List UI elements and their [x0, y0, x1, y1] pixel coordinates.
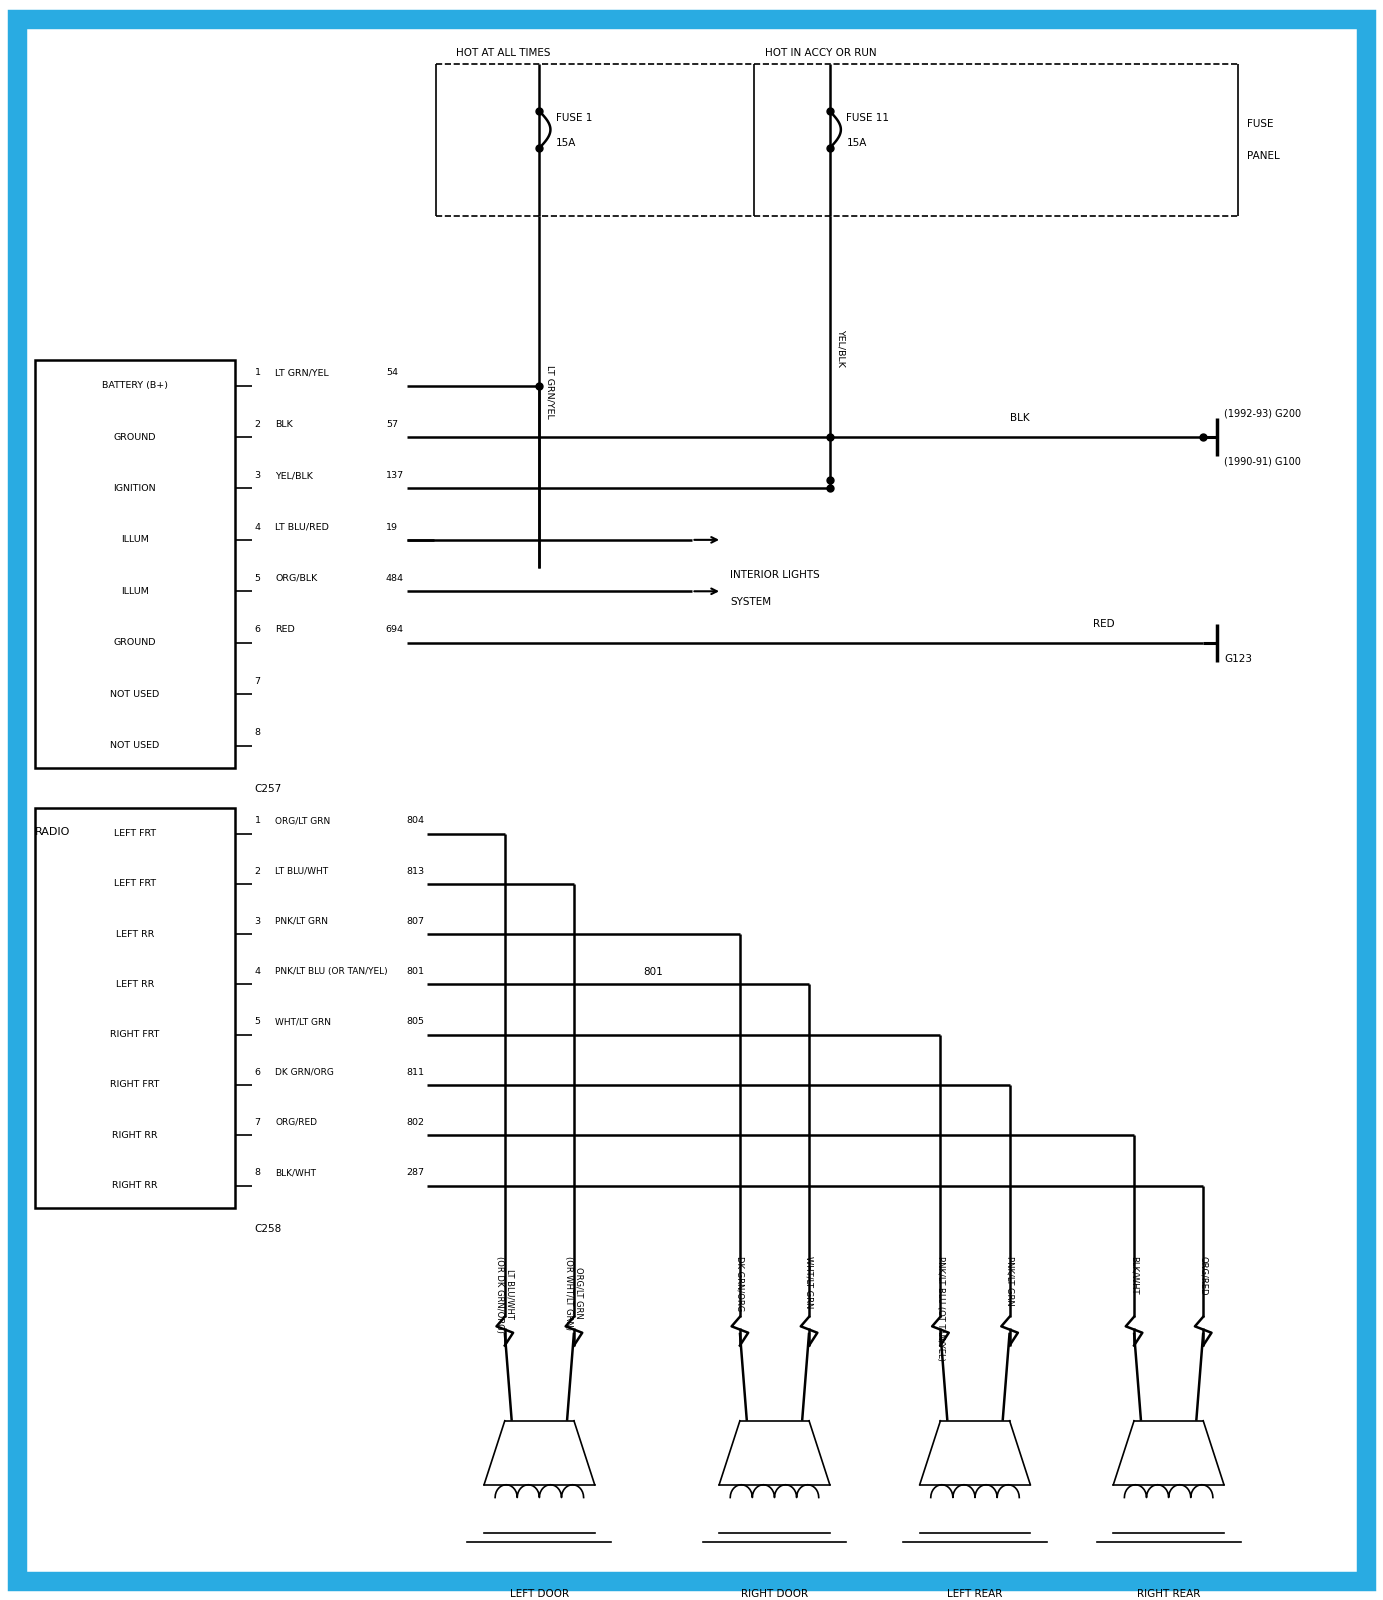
Text: 802: 802	[407, 1118, 425, 1126]
Text: RIGHT REAR: RIGHT REAR	[1137, 1589, 1200, 1598]
Text: NOT USED: NOT USED	[111, 690, 159, 699]
Text: HOT IN ACCY OR RUN: HOT IN ACCY OR RUN	[765, 48, 877, 58]
Text: GROUND: GROUND	[113, 638, 156, 648]
Text: 19: 19	[386, 523, 398, 531]
Text: 15A: 15A	[846, 138, 867, 149]
Text: FUSE 11: FUSE 11	[846, 112, 889, 123]
Text: 15A: 15A	[556, 138, 577, 149]
Text: DK GRN/ORG: DK GRN/ORG	[275, 1067, 335, 1077]
Bar	[35, 360, 235, 768]
Text: LT BLU/RED: LT BLU/RED	[275, 523, 329, 531]
Text: 5: 5	[254, 574, 260, 582]
Text: ORG/RED: ORG/RED	[1199, 1256, 1207, 1296]
Text: WHT/LT GRN: WHT/LT GRN	[805, 1256, 813, 1309]
Text: ORG/LT GRN
(OR WHT/LT GRN): ORG/LT GRN (OR WHT/LT GRN)	[564, 1256, 584, 1330]
Text: FUSE 1: FUSE 1	[556, 112, 592, 123]
Text: RIGHT FRT: RIGHT FRT	[111, 1080, 159, 1090]
Text: FUSE: FUSE	[1247, 118, 1274, 130]
Text: 137: 137	[386, 470, 404, 480]
Text: 801: 801	[407, 966, 425, 976]
Text: BATTERY (B+): BATTERY (B+)	[102, 381, 167, 390]
Text: LEFT RR: LEFT RR	[116, 979, 154, 989]
Text: RED: RED	[1093, 619, 1115, 629]
Text: LT BLU/WHT: LT BLU/WHT	[275, 867, 328, 875]
Text: YEL/BLK: YEL/BLK	[275, 470, 313, 480]
Text: ORG/RED: ORG/RED	[275, 1118, 317, 1126]
Text: LEFT RR: LEFT RR	[116, 930, 154, 939]
Text: 54: 54	[386, 368, 398, 378]
Text: BLK: BLK	[275, 419, 293, 429]
Text: BLK: BLK	[1010, 413, 1029, 422]
Text: RIGHT FRT: RIGHT FRT	[111, 1030, 159, 1038]
Text: RIGHT RR: RIGHT RR	[112, 1181, 158, 1190]
Text: ILLUM: ILLUM	[120, 587, 149, 595]
Text: YEL/BLK: YEL/BLK	[837, 330, 845, 366]
Text: 7: 7	[254, 677, 260, 686]
Text: 2: 2	[254, 419, 260, 429]
Text: PANEL: PANEL	[1247, 150, 1281, 162]
Text: 1: 1	[254, 368, 260, 378]
Text: C258: C258	[254, 1224, 282, 1234]
Text: 3: 3	[254, 470, 260, 480]
Bar	[35, 808, 235, 1208]
Text: ILLUM: ILLUM	[120, 536, 149, 544]
Text: G123: G123	[1224, 654, 1252, 664]
Text: NOT USED: NOT USED	[111, 741, 159, 750]
Text: 3: 3	[254, 917, 260, 926]
Text: RIGHT RR: RIGHT RR	[112, 1131, 158, 1139]
Text: 6: 6	[254, 626, 260, 635]
Text: ORG/BLK: ORG/BLK	[275, 574, 318, 582]
Text: 7: 7	[254, 1118, 260, 1126]
Text: 801: 801	[643, 966, 662, 976]
Text: RED: RED	[275, 626, 295, 635]
Text: WHT/LT GRN: WHT/LT GRN	[275, 1018, 331, 1026]
Text: 57: 57	[386, 419, 398, 429]
Text: LT GRN/YEL: LT GRN/YEL	[275, 368, 329, 378]
Text: 8: 8	[254, 728, 260, 738]
Text: LT BLU/WHT
(OR DK GRN/ORG): LT BLU/WHT (OR DK GRN/ORG)	[495, 1256, 514, 1333]
Text: LEFT REAR: LEFT REAR	[947, 1589, 1003, 1598]
Text: PNK/LT BLU (OR TAN/YEL): PNK/LT BLU (OR TAN/YEL)	[275, 966, 387, 976]
Text: 484: 484	[386, 574, 404, 582]
Text: 1: 1	[254, 816, 260, 826]
Text: INTERIOR LIGHTS: INTERIOR LIGHTS	[730, 570, 820, 581]
Text: BLK/WHT: BLK/WHT	[275, 1168, 317, 1178]
Text: SYSTEM: SYSTEM	[730, 597, 772, 608]
Text: 804: 804	[407, 816, 425, 826]
Text: 2: 2	[254, 867, 260, 875]
Text: LEFT FRT: LEFT FRT	[113, 829, 156, 838]
Text: IGNITION: IGNITION	[113, 483, 156, 493]
Text: RIGHT DOOR: RIGHT DOOR	[741, 1589, 808, 1598]
Text: PNK/LT GRN: PNK/LT GRN	[275, 917, 328, 926]
Text: (1992-93) G200: (1992-93) G200	[1224, 408, 1301, 418]
Text: 811: 811	[407, 1067, 425, 1077]
Text: 805: 805	[407, 1018, 425, 1026]
Text: 4: 4	[254, 523, 260, 531]
Text: PNK/LT GRN: PNK/LT GRN	[1005, 1256, 1014, 1306]
Text: PNK/LT BLU (OT TAN/YEL): PNK/LT BLU (OT TAN/YEL)	[936, 1256, 945, 1362]
Text: 807: 807	[407, 917, 425, 926]
Text: LEFT FRT: LEFT FRT	[113, 880, 156, 888]
Text: LT GRN/YEL: LT GRN/YEL	[546, 365, 555, 419]
Text: 4: 4	[254, 966, 260, 976]
Text: 8: 8	[254, 1168, 260, 1178]
Text: 287: 287	[407, 1168, 425, 1178]
Text: RADIO: RADIO	[35, 827, 71, 837]
Text: 5: 5	[254, 1018, 260, 1026]
Text: BLK/WHT: BLK/WHT	[1130, 1256, 1138, 1294]
Text: 6: 6	[254, 1067, 260, 1077]
Text: C257: C257	[254, 784, 282, 794]
Text: (1990-91) G100: (1990-91) G100	[1224, 456, 1301, 466]
Text: GROUND: GROUND	[113, 432, 156, 442]
Text: 694: 694	[386, 626, 404, 635]
Text: DK GRN/ORG: DK GRN/ORG	[736, 1256, 744, 1310]
Text: LEFT DOOR: LEFT DOOR	[510, 1589, 568, 1598]
Text: 813: 813	[407, 867, 425, 875]
Text: HOT AT ALL TIMES: HOT AT ALL TIMES	[456, 48, 550, 58]
Text: ORG/LT GRN: ORG/LT GRN	[275, 816, 331, 826]
